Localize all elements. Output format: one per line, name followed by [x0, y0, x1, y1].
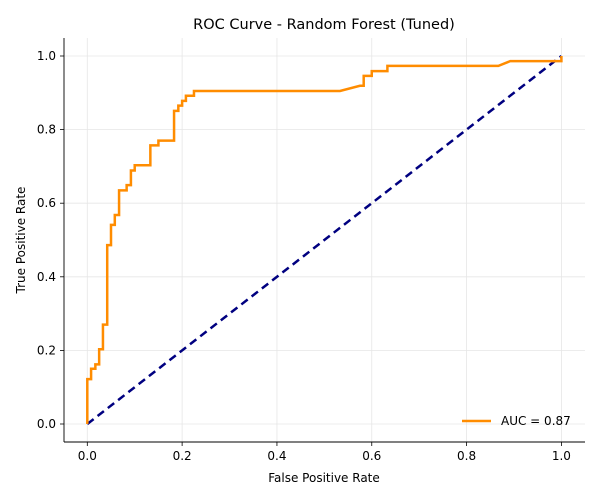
x-tick-label: 0.2 — [173, 449, 192, 463]
x-tick-label: 1.0 — [552, 449, 571, 463]
legend: AUC = 0.87 — [462, 414, 571, 428]
y-tick-label: 0.0 — [37, 417, 56, 431]
tick-labels: 0.0 0.2 0.4 0.6 0.8 1.0 0.0 0.2 0.4 0.6 0.8 1.0 — [37, 49, 571, 463]
baseline-diagonal-line — [86, 55, 563, 425]
chart-title: ROC Curve - Random Forest (Tuned) — [193, 17, 455, 33]
y-axis-label: True Positive Rate — [14, 187, 28, 295]
axes — [60, 38, 585, 446]
y-tick-label: 0.4 — [37, 270, 56, 284]
series — [86, 55, 563, 425]
y-tick-label: 0.2 — [37, 343, 56, 357]
y-tick-label: 0.6 — [37, 196, 56, 210]
y-tick-label: 0.8 — [37, 123, 56, 137]
x-tick-label: 0.8 — [457, 449, 476, 463]
grid — [64, 38, 585, 442]
x-tick-label: 0.6 — [362, 449, 381, 463]
x-axis-label: False Positive Rate — [268, 471, 380, 485]
legend-label-roc: AUC = 0.87 — [501, 414, 571, 428]
x-tick-label: 0.4 — [267, 449, 286, 463]
roc-curve-line — [86, 56, 563, 424]
y-tick-label: 1.0 — [37, 49, 56, 63]
x-tick-label: 0.0 — [78, 449, 97, 463]
